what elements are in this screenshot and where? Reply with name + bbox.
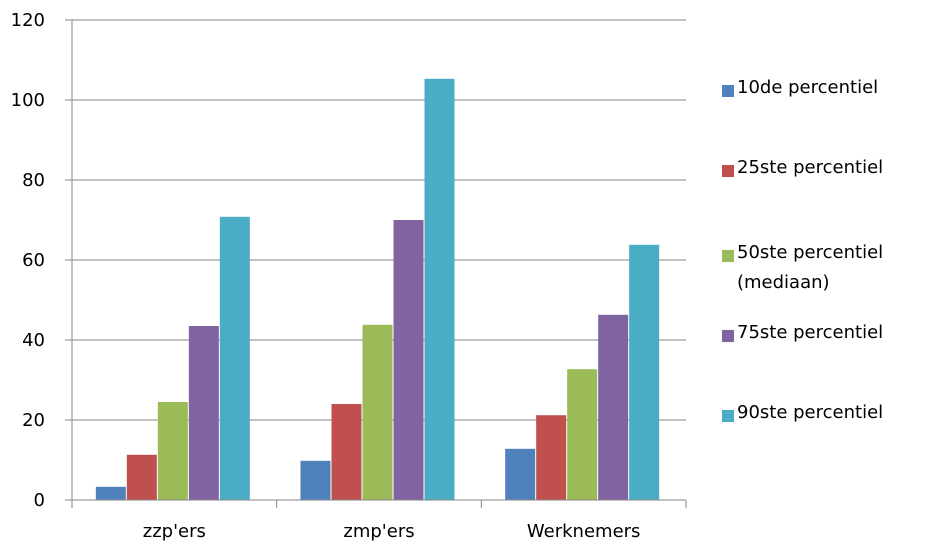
bars <box>95 78 660 501</box>
x-category-label: zzp'ers <box>143 521 206 542</box>
bar <box>157 402 188 500</box>
bar <box>393 220 424 500</box>
bar <box>505 448 536 500</box>
legend-item-75ste: 75ste percentiel <box>722 322 922 348</box>
legend-item-25ste: 25ste percentiel <box>722 157 922 183</box>
bar <box>567 369 598 500</box>
y-tick-label: 60 <box>22 250 45 271</box>
y-axis-tick-labels: 0 20 40 60 80 100 120 <box>11 10 45 511</box>
legend-label-10de: 10de percentiel <box>737 77 879 98</box>
legend-item-50ste: 50ste percentiel (mediaan) <box>722 242 922 298</box>
x-category-label: zmp'ers <box>343 521 414 542</box>
y-tick-label: 120 <box>11 10 45 31</box>
legend-swatch-75ste <box>722 330 734 342</box>
y-tick-label: 100 <box>11 90 45 111</box>
legend-item-90ste: 90ste percentiel <box>722 402 922 428</box>
x-axis-category-labels: zzp'ers zmp'ers Werknemers <box>143 521 641 542</box>
bar <box>331 404 362 500</box>
legend-label-50ste: 50ste percentiel (mediaan) <box>737 242 884 293</box>
legend-label-90ste: 90ste percentiel <box>737 402 884 423</box>
legend-label-25ste: 25ste percentiel <box>737 157 884 178</box>
legend-label-75ste: 75ste percentiel <box>737 322 884 343</box>
legend-swatch-50ste <box>722 250 734 262</box>
legend-item-10de: 10de percentiel <box>722 77 922 103</box>
bar <box>629 244 660 500</box>
y-tick-label: 20 <box>22 410 45 431</box>
bar <box>424 78 455 501</box>
bar <box>126 454 157 500</box>
bar <box>219 216 250 501</box>
bar <box>188 326 219 500</box>
bar <box>598 314 629 500</box>
legend-swatch-25ste <box>722 165 734 177</box>
y-tick-label: 40 <box>22 330 45 351</box>
y-tick-label: 0 <box>34 490 45 511</box>
x-category-label: Werknemers <box>527 521 641 542</box>
legend-swatch-10de <box>722 85 734 97</box>
bar <box>362 324 393 500</box>
bar <box>300 460 331 500</box>
bar <box>95 486 126 500</box>
legend-swatch-90ste <box>722 410 734 422</box>
x-axis <box>65 19 687 508</box>
bar <box>536 415 567 500</box>
y-tick-label: 80 <box>22 170 45 191</box>
